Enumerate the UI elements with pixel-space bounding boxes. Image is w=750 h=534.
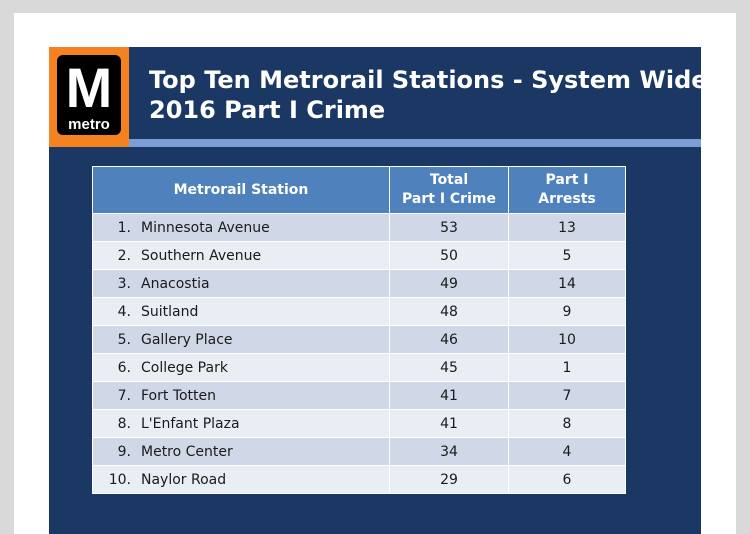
header-total-part-i-crime: Total Part I Crime bbox=[389, 166, 509, 214]
station-cell: 10. Naylor Road bbox=[92, 465, 390, 494]
arrests-cell: 6 bbox=[508, 465, 626, 494]
arrests-cell: 1 bbox=[508, 353, 626, 382]
rank: 3. bbox=[117, 275, 131, 292]
table-row: 9. Metro Center 34 4 bbox=[92, 437, 626, 466]
station-cell: 8. L'Enfant Plaza bbox=[92, 409, 390, 438]
arrests-cell: 7 bbox=[508, 381, 626, 410]
table-header-row: Metrorail Station Total Part I Crime Par… bbox=[92, 166, 626, 214]
station-cell: 5. Gallery Place bbox=[92, 325, 390, 354]
station-cell: 9. Metro Center bbox=[92, 437, 390, 466]
crime-cell: 34 bbox=[389, 437, 509, 466]
table-row: 5. Gallery Place 46 10 bbox=[92, 325, 626, 354]
crime-cell: 41 bbox=[389, 381, 509, 410]
table-row: 8. L'Enfant Plaza 41 8 bbox=[92, 409, 626, 438]
crime-cell: 53 bbox=[389, 213, 509, 242]
rank: 4. bbox=[117, 303, 131, 320]
station-name: Gallery Place bbox=[141, 331, 233, 348]
slide: M metro Top Ten Metrorail Stations - Sys… bbox=[49, 47, 708, 534]
header-part-i-arrests: Part I Arrests bbox=[508, 166, 626, 214]
crime-cell: 29 bbox=[389, 465, 509, 494]
station-cell: 3. Anacostia bbox=[92, 269, 390, 298]
table-row: 1. Minnesota Avenue 53 13 bbox=[92, 213, 626, 242]
station-name: Metro Center bbox=[141, 443, 233, 460]
slide-title-line-1: Top Ten Metrorail Stations - System Wide bbox=[149, 66, 708, 94]
table-row: 2. Southern Avenue 50 5 bbox=[92, 241, 626, 270]
rank: 5. bbox=[117, 331, 131, 348]
rank: 9. bbox=[117, 443, 131, 460]
station-cell: 7. Fort Totten bbox=[92, 381, 390, 410]
station-cell: 1. Minnesota Avenue bbox=[92, 213, 390, 242]
arrests-cell: 4 bbox=[508, 437, 626, 466]
rank: 10. bbox=[108, 471, 131, 488]
station-name: L'Enfant Plaza bbox=[141, 415, 240, 432]
crime-cell: 48 bbox=[389, 297, 509, 326]
metro-logo-badge: M metro bbox=[57, 55, 121, 135]
accent-bar bbox=[49, 139, 701, 147]
station-name: Southern Avenue bbox=[141, 247, 262, 264]
header-arrests-line-1: Part I bbox=[545, 172, 589, 188]
header-crime-line-2: Part I Crime bbox=[402, 191, 496, 207]
arrests-cell: 5 bbox=[508, 241, 626, 270]
arrests-cell: 14 bbox=[508, 269, 626, 298]
station-cell: 2. Southern Avenue bbox=[92, 241, 390, 270]
crime-cell: 50 bbox=[389, 241, 509, 270]
crime-cell: 41 bbox=[389, 409, 509, 438]
rank: 7. bbox=[117, 387, 131, 404]
rank: 6. bbox=[117, 359, 131, 376]
rank: 1. bbox=[117, 219, 131, 236]
station-name: Anacostia bbox=[141, 275, 210, 292]
rank: 2. bbox=[117, 247, 131, 264]
metro-logo-word: metro bbox=[68, 116, 110, 133]
table-row: 7. Fort Totten 41 7 bbox=[92, 381, 626, 410]
slide-header bbox=[49, 47, 701, 137]
station-name: Suitland bbox=[141, 303, 199, 320]
header-arrests-line-2: Arrests bbox=[538, 191, 596, 207]
station-cell: 6. College Park bbox=[92, 353, 390, 382]
metro-logo-letter: M bbox=[65, 56, 113, 119]
rank: 8. bbox=[117, 415, 131, 432]
table-row: 10. Naylor Road 29 6 bbox=[92, 465, 626, 494]
table-row: 4. Suitland 48 9 bbox=[92, 297, 626, 326]
station-cell: 4. Suitland bbox=[92, 297, 390, 326]
table-body: 1. Minnesota Avenue 53 13 2. Southern Aven… bbox=[92, 213, 626, 494]
header-crime-line-1: Total bbox=[429, 172, 469, 188]
arrests-cell: 10 bbox=[508, 325, 626, 354]
slide-title: Top Ten Metrorail Stations - System Wide… bbox=[149, 65, 708, 125]
crime-cell: 49 bbox=[389, 269, 509, 298]
crime-cell: 46 bbox=[389, 325, 509, 354]
arrests-cell: 13 bbox=[508, 213, 626, 242]
arrests-cell: 9 bbox=[508, 297, 626, 326]
table-row: 6. College Park 45 1 bbox=[92, 353, 626, 382]
crime-cell: 45 bbox=[389, 353, 509, 382]
header-station: Metrorail Station bbox=[92, 166, 390, 214]
station-name: Fort Totten bbox=[141, 387, 217, 404]
station-name: College Park bbox=[141, 359, 228, 376]
table-row: 3. Anacostia 49 14 bbox=[92, 269, 626, 298]
arrests-cell: 8 bbox=[508, 409, 626, 438]
station-name: Naylor Road bbox=[141, 471, 227, 488]
station-name: Minnesota Avenue bbox=[141, 219, 270, 236]
slide-title-line-2: 2016 Part I Crime bbox=[149, 96, 386, 124]
metro-logo: M metro bbox=[49, 47, 129, 147]
stations-table: Metrorail Station Total Part I Crime Par… bbox=[92, 166, 626, 494]
